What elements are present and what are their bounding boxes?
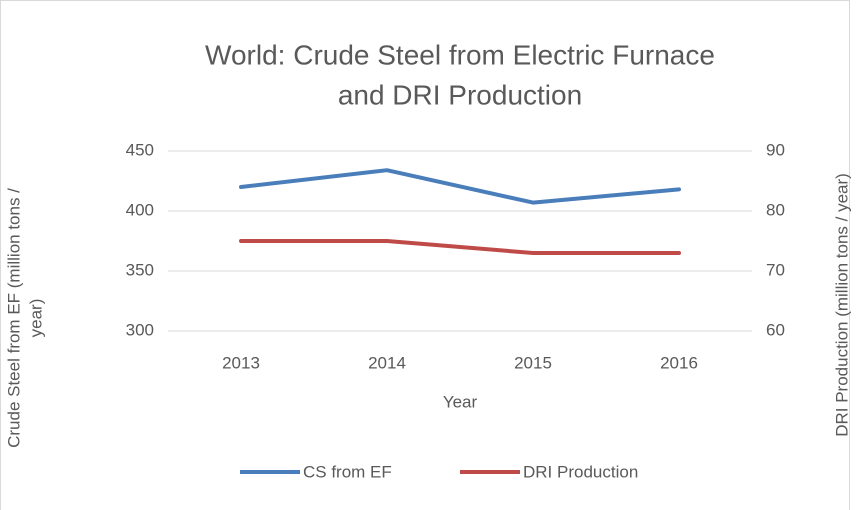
y-tick-label: 300 (126, 320, 154, 339)
y2-tick-label: 90 (766, 140, 785, 159)
series-line (239, 168, 681, 205)
x-tick-label: 2013 (222, 353, 260, 372)
y2-tick-label: 60 (766, 320, 785, 339)
y-axis-title: Crude Steel from EF (million tons / (4, 188, 23, 448)
x-tick-label: 2014 (368, 353, 406, 372)
x-tick-label: 2016 (660, 353, 698, 372)
y-tick-label: 400 (126, 200, 154, 219)
x-axis-title: Year (443, 392, 478, 411)
chart-title: and DRI Production (338, 79, 582, 110)
series-line (239, 239, 681, 255)
y-tick-label: 350 (126, 260, 154, 279)
y-axis-title: year) (26, 299, 45, 338)
y2-tick-label: 80 (766, 200, 785, 219)
y-tick-label: 450 (126, 140, 154, 159)
x-tick-label: 2015 (514, 353, 552, 372)
legend-label: DRI Production (523, 462, 638, 481)
y2-axis-title: DRI Production (million tons / year) (832, 173, 851, 437)
chart-title: World: Crude Steel from Electric Furnace (205, 39, 715, 70)
legend-label: CS from EF (303, 462, 392, 481)
y2-tick-label: 70 (766, 260, 785, 279)
